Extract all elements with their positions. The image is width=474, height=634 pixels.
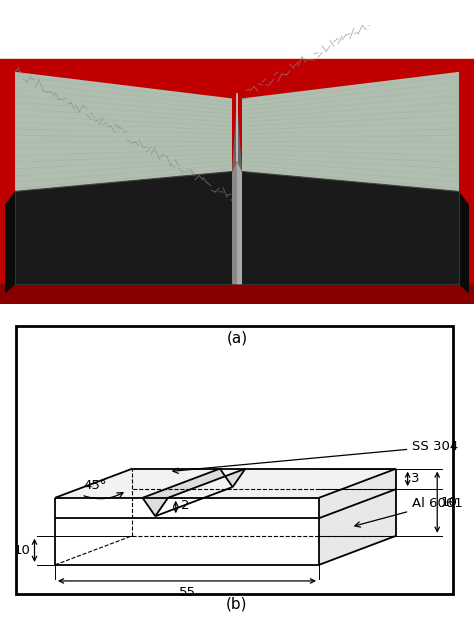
- Text: 45°: 45°: [83, 479, 107, 492]
- Polygon shape: [242, 171, 459, 285]
- Text: Al 6061: Al 6061: [355, 497, 463, 527]
- Polygon shape: [15, 72, 232, 191]
- Polygon shape: [55, 518, 319, 565]
- Polygon shape: [242, 72, 459, 191]
- Text: 2: 2: [181, 499, 190, 512]
- Bar: [0, 285, 474, 304]
- Polygon shape: [232, 98, 242, 171]
- Polygon shape: [459, 191, 469, 294]
- Text: 55: 55: [178, 586, 195, 599]
- Text: 3: 3: [411, 472, 420, 486]
- Polygon shape: [55, 498, 319, 518]
- Polygon shape: [5, 191, 15, 294]
- Bar: [0, 58, 474, 304]
- Polygon shape: [237, 161, 242, 285]
- Polygon shape: [55, 469, 396, 498]
- Polygon shape: [232, 161, 237, 285]
- Polygon shape: [319, 469, 396, 565]
- Polygon shape: [143, 469, 246, 516]
- Text: (a): (a): [227, 331, 247, 346]
- Text: 10: 10: [441, 496, 458, 508]
- Text: (b): (b): [226, 597, 248, 612]
- Text: 10: 10: [13, 544, 30, 557]
- Polygon shape: [15, 171, 232, 285]
- Text: SS 304: SS 304: [173, 440, 458, 474]
